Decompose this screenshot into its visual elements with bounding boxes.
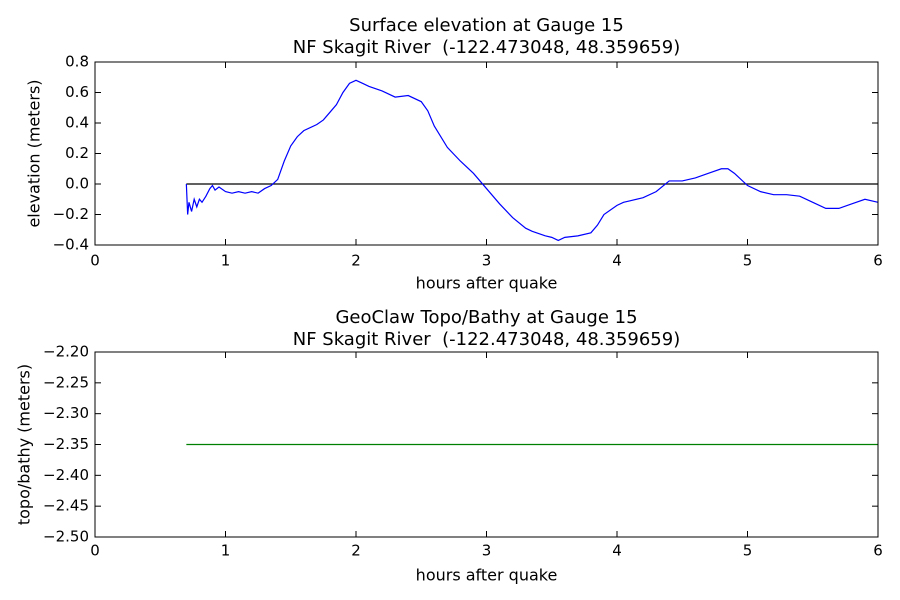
y-tick-label: −2.25 — [43, 373, 89, 391]
y-tick-label: −0.4 — [53, 236, 89, 254]
x-tick-label: 1 — [221, 252, 231, 270]
y-tick-label: −2.35 — [43, 435, 89, 453]
x-tick-label: 6 — [873, 542, 883, 560]
y-tick-label: 0.4 — [65, 114, 89, 132]
y-tick-label: −2.30 — [43, 404, 89, 422]
x-tick-label: 6 — [873, 252, 883, 270]
chart-title: Surface elevation at Gauge 15 — [349, 15, 624, 36]
x-tick-label: 4 — [612, 542, 622, 560]
x-tick-label: 4 — [612, 252, 622, 270]
x-tick-label: 5 — [743, 252, 753, 270]
x-axis-label: hours after quake — [416, 566, 558, 585]
x-tick-label: 3 — [482, 542, 492, 560]
y-axis-label: elevation (meters) — [25, 79, 44, 227]
chart-title: GeoClaw Topo/Bathy at Gauge 15 — [335, 307, 637, 328]
y-tick-label: 0.0 — [65, 175, 89, 193]
y-tick-label: −2.40 — [43, 466, 89, 484]
y-tick-label: −2.45 — [43, 497, 89, 515]
y-tick-label: 0.8 — [65, 53, 89, 71]
x-tick-label: 1 — [221, 542, 231, 560]
y-tick-label: 0.2 — [65, 144, 89, 162]
y-axis-label: topo/bathy (meters) — [15, 364, 34, 525]
x-tick-label: 5 — [743, 542, 753, 560]
y-tick-label: −0.2 — [53, 205, 89, 223]
chart-subtitle: NF Skagit River (-122.473048, 48.359659) — [293, 37, 681, 58]
data-line — [185, 79, 879, 242]
y-tick-label: −2.50 — [43, 528, 89, 546]
x-axis-label: hours after quake — [416, 274, 558, 293]
x-tick-label: 2 — [351, 542, 361, 560]
x-tick-label: 0 — [90, 252, 100, 270]
x-tick-label: 0 — [90, 542, 100, 560]
y-tick-label: −2.20 — [43, 343, 89, 361]
y-tick-label: 0.6 — [65, 83, 89, 101]
x-tick-label: 2 — [351, 252, 361, 270]
x-tick-label: 3 — [482, 252, 492, 270]
axes-frame — [94, 351, 879, 538]
axes-frame — [94, 61, 879, 246]
chart-subtitle: NF Skagit River (-122.473048, 48.359659) — [293, 329, 681, 350]
